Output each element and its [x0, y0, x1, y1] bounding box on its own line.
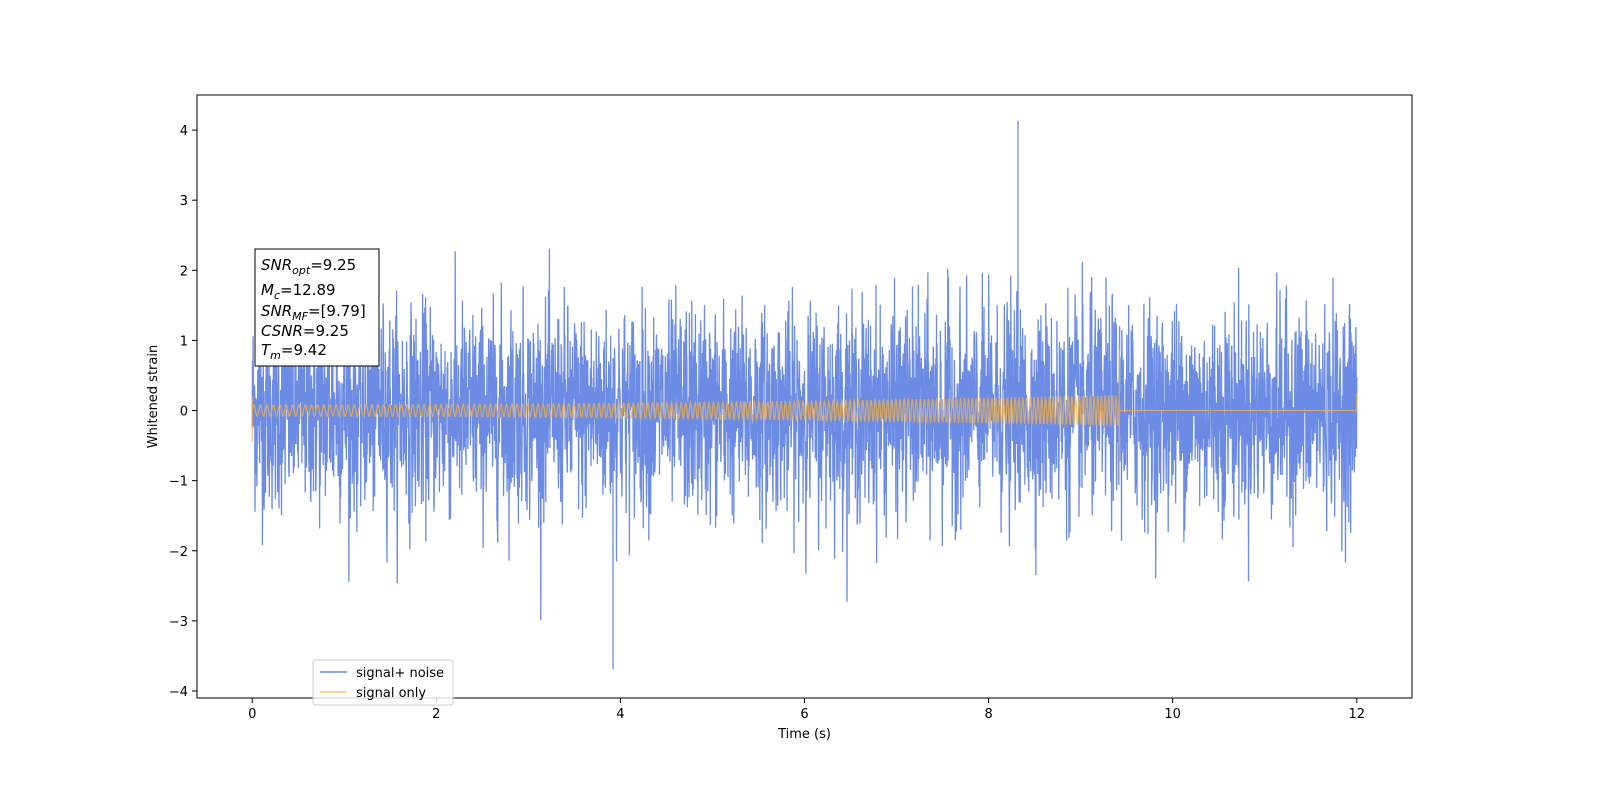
series-signal-noise — [251, 120, 1358, 670]
y-tick-label: 1 — [180, 334, 188, 349]
series-line-signal-noise — [251, 120, 1358, 670]
annotation-frame — [254, 248, 380, 367]
x-tick-label: 8 — [984, 707, 992, 722]
y-tick-label: −3 — [169, 615, 188, 630]
x-tick-label: 10 — [1164, 707, 1181, 722]
y-tick-label: 0 — [180, 405, 188, 420]
annotation-box: SNRopt=9.25 Mc=12.89 SNRMF=[9.79] CSNR=9… — [254, 248, 380, 367]
annotation-line-snr-mf: SNRMF=[9.79] — [261, 302, 366, 323]
legend-frame — [312, 659, 454, 706]
legend: signal+ noise signal only — [312, 659, 454, 706]
series-signal-only — [251, 348, 1358, 486]
annotation-line-csnr: CSNR=9.25 — [261, 322, 349, 340]
x-tick-label: 6 — [800, 707, 808, 722]
y-tick-label: 4 — [180, 124, 188, 139]
x-tick-label: 4 — [616, 707, 624, 722]
x-tick-label: 0 — [248, 707, 256, 722]
annotation-line-mc: Mc=12.89 — [261, 281, 336, 302]
legend-label-signal-only: signal only — [356, 686, 426, 701]
x-axis: 0 2 4 6 8 10 12 — [248, 698, 1365, 722]
y-tick-label: 2 — [180, 264, 188, 279]
y-tick-label: −4 — [169, 685, 188, 700]
x-axis-label: Time (s) — [777, 727, 831, 742]
y-tick-label: −1 — [169, 475, 188, 490]
y-axis: −4 −3 −2 −1 0 1 2 3 4 — [169, 124, 197, 700]
annotation-line-tm: Tm=9.42 — [261, 341, 327, 362]
x-tick-label: 12 — [1348, 707, 1365, 722]
y-tick-label: −2 — [169, 545, 188, 560]
y-axis-label: Whitened strain — [146, 345, 161, 448]
x-tick-label: 2 — [432, 707, 440, 722]
series-line-signal-only — [251, 348, 1358, 486]
y-tick-label: 3 — [180, 194, 188, 209]
legend-label-signal-noise: signal+ noise — [356, 666, 444, 681]
annotation-line-snr-opt: SNRopt=9.25 — [261, 256, 356, 277]
